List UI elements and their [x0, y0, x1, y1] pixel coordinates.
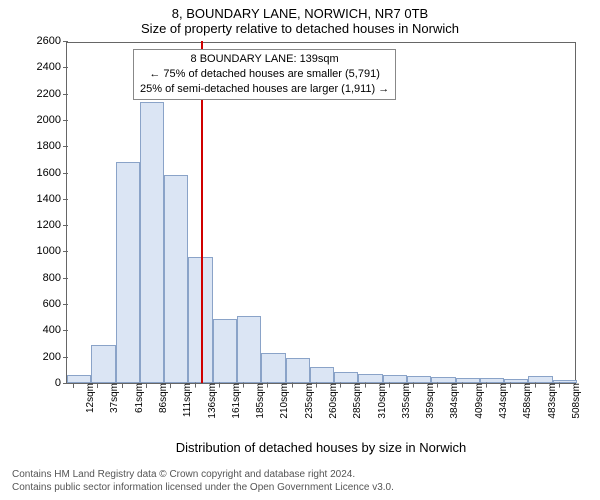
histogram-bar [286, 358, 310, 383]
x-tick: 359sqm [419, 383, 436, 419]
x-tick: 483sqm [541, 383, 558, 419]
y-tick: 2600 [37, 35, 67, 47]
attribution-line-1: Contains HM Land Registry data © Crown c… [12, 468, 394, 481]
x-tick: 12sqm [79, 383, 96, 413]
histogram-bar [334, 372, 358, 383]
y-tick: 800 [43, 272, 67, 284]
x-tick: 210sqm [273, 383, 290, 419]
histogram-bar [140, 102, 164, 383]
attribution-footer: Contains HM Land Registry data © Crown c… [12, 468, 394, 494]
x-tick: 185sqm [249, 383, 266, 419]
y-tick: 2200 [37, 88, 67, 100]
x-tick: 434sqm [492, 383, 509, 419]
histogram-plot: 0200400600800100012001400160018002000220… [66, 42, 576, 384]
histogram-bar [237, 316, 261, 383]
y-tick: 400 [43, 324, 67, 336]
histogram-bar [164, 175, 188, 383]
x-tick: 161sqm [225, 383, 242, 419]
x-axis-label: Distribution of detached houses by size … [66, 440, 576, 455]
y-tick: 200 [43, 351, 67, 363]
histogram-bar [358, 374, 382, 383]
x-tick: 235sqm [298, 383, 315, 419]
y-tick: 1000 [37, 245, 67, 257]
chart-subtitle: Size of property relative to detached ho… [0, 21, 600, 40]
histogram-bar [261, 353, 285, 383]
y-tick: 1400 [37, 193, 67, 205]
y-tick: 1200 [37, 219, 67, 231]
y-tick: 2000 [37, 114, 67, 126]
histogram-bar [383, 375, 407, 383]
x-tick: 335sqm [395, 383, 412, 419]
x-tick: 310sqm [371, 383, 388, 419]
y-tick: 0 [55, 377, 67, 389]
histogram-bar [91, 345, 115, 383]
x-tick: 508sqm [565, 383, 582, 419]
legend-line: 25% of semi-detached houses are larger (… [140, 82, 389, 97]
x-tick: 285sqm [346, 383, 363, 419]
x-tick: 136sqm [201, 383, 218, 419]
legend-line: 8 BOUNDARY LANE: 139sqm [140, 52, 389, 67]
x-tick: 260sqm [322, 383, 339, 419]
histogram-bar [116, 162, 140, 383]
y-tick: 1800 [37, 140, 67, 152]
y-tick: 600 [43, 298, 67, 310]
x-tick: 61sqm [128, 383, 145, 413]
x-tick: 37sqm [103, 383, 120, 413]
y-tick: 2400 [37, 61, 67, 73]
x-tick: 384sqm [443, 383, 460, 419]
y-tick: 1600 [37, 167, 67, 179]
x-tick: 86sqm [152, 383, 169, 413]
histogram-bar [67, 375, 91, 383]
x-tick: 409sqm [468, 383, 485, 419]
legend-line: ← 75% of detached houses are smaller (5,… [140, 67, 389, 82]
property-legend: 8 BOUNDARY LANE: 139sqm← 75% of detached… [133, 49, 396, 100]
histogram-bar [310, 367, 334, 383]
histogram-bar [213, 319, 237, 383]
attribution-line-2: Contains public sector information licen… [12, 481, 394, 494]
x-tick: 458sqm [516, 383, 533, 419]
x-tick: 111sqm [176, 383, 193, 417]
page-title: 8, BOUNDARY LANE, NORWICH, NR7 0TB [0, 0, 600, 21]
